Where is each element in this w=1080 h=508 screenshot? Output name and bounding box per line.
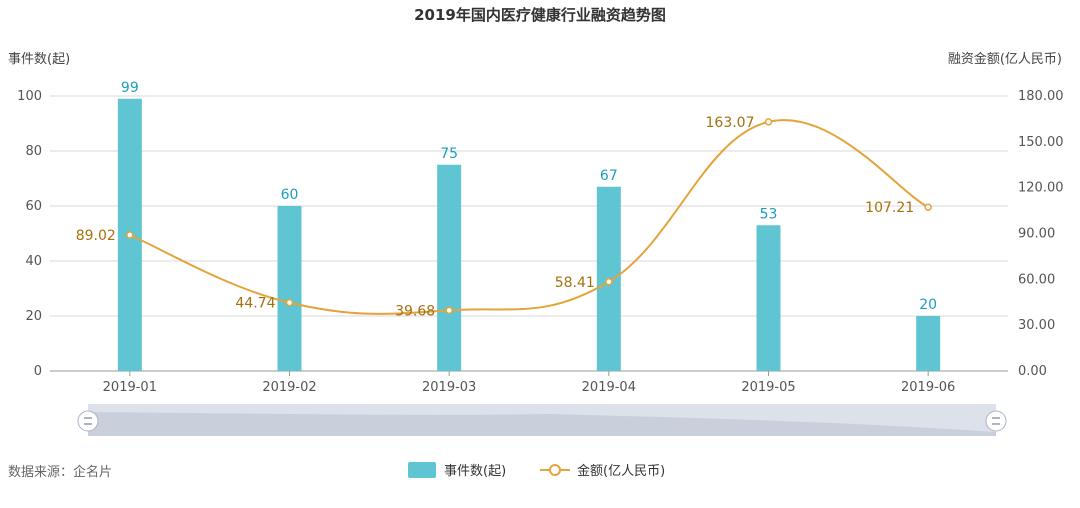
slider-handle-icon[interactable] xyxy=(985,410,1007,432)
zoom-end-handle[interactable] xyxy=(985,410,1007,432)
bar[interactable] xyxy=(277,206,302,371)
line-value-label: 39.68 xyxy=(395,303,435,319)
line-value-label: 89.02 xyxy=(76,228,116,244)
x-tick-label: 2019-04 xyxy=(582,380,636,395)
gridlines xyxy=(50,95,1008,372)
left-tick-label: 20 xyxy=(25,309,42,324)
bar-labels: 99 60 75 67 53 20 xyxy=(121,80,937,313)
line-labels: 89.02 44.74 39.68 58.41 163.07 107.21 xyxy=(76,115,914,320)
line-point[interactable] xyxy=(924,203,932,211)
right-tick-label: 30.00 xyxy=(1018,318,1055,333)
line-point[interactable] xyxy=(126,231,134,239)
line-point[interactable] xyxy=(605,278,613,286)
legend-item-line[interactable]: 金额(亿人民币) xyxy=(540,463,665,479)
right-tick-label: 180.00 xyxy=(1018,89,1064,104)
left-tick-label: 60 xyxy=(25,199,42,214)
slider-handle-icon[interactable] xyxy=(77,410,99,432)
legend-item-bars[interactable]: 事件数(起) xyxy=(408,462,506,479)
line-series xyxy=(126,118,932,315)
left-tick-label: 0 xyxy=(34,364,42,379)
amount-line xyxy=(129,119,929,315)
x-tick-label: 2019-01 xyxy=(103,380,157,395)
source-note: 数据来源：企名片 xyxy=(8,465,113,480)
right-tick-label: 150.00 xyxy=(1018,135,1064,150)
legend-line-marker-icon xyxy=(549,464,561,476)
x-tick-label: 2019-03 xyxy=(422,380,476,395)
bar-value-label: 99 xyxy=(121,80,139,96)
left-axis-ticks: 0 20 40 60 80 100 xyxy=(17,89,42,379)
bar-value-label: 67 xyxy=(600,168,618,184)
legend-line-label: 金额(亿人民币) xyxy=(577,463,665,479)
legend-bar-swatch xyxy=(408,462,436,478)
bar[interactable] xyxy=(756,225,781,371)
x-tick-label: 2019-02 xyxy=(262,380,316,395)
legend: 事件数(起) 金额(亿人民币) xyxy=(408,462,665,479)
left-axis-label: 事件数(起) xyxy=(8,52,70,67)
chart-title: 2019年国内医疗健康行业融资趋势图 xyxy=(414,6,666,24)
left-tick-label: 40 xyxy=(25,254,42,269)
line-point[interactable] xyxy=(285,298,294,307)
bar[interactable] xyxy=(916,316,941,371)
bar-series xyxy=(117,98,941,371)
bar[interactable] xyxy=(437,164,462,371)
right-tick-label: 60.00 xyxy=(1018,272,1055,287)
line-point[interactable] xyxy=(445,306,453,315)
right-axis-ticks: 0.00 30.00 60.00 90.00 120.00 150.00 180.00 xyxy=(1018,89,1064,379)
right-tick-label: 120.00 xyxy=(1018,181,1064,196)
line-value-label: 107.21 xyxy=(865,200,914,216)
bar-value-label: 20 xyxy=(919,297,937,313)
right-tick-label: 90.00 xyxy=(1018,227,1055,242)
right-axis-label: 融资金额(亿人民币) xyxy=(948,51,1062,67)
line-value-label: 163.07 xyxy=(706,115,755,131)
legend-bar-label: 事件数(起) xyxy=(444,464,506,479)
bar-value-label: 60 xyxy=(281,187,299,203)
zoom-start-handle[interactable] xyxy=(77,410,99,432)
x-axis: 2019-01 2019-02 2019-03 2019-04 2019-05 2019-… xyxy=(103,371,955,395)
zoom-slider-preview xyxy=(88,412,996,436)
line-point[interactable] xyxy=(764,118,773,126)
line-value-label: 44.74 xyxy=(235,296,275,312)
x-tick-label: 2019-06 xyxy=(901,380,955,395)
zoom-slider[interactable] xyxy=(77,404,1007,436)
x-tick-label: 2019-05 xyxy=(741,380,795,395)
bar-value-label: 53 xyxy=(760,206,778,222)
left-tick-label: 80 xyxy=(25,144,42,159)
line-value-label: 58.41 xyxy=(555,275,595,291)
bar-value-label: 75 xyxy=(440,146,458,162)
right-tick-label: 0.00 xyxy=(1018,364,1047,379)
left-tick-label: 100 xyxy=(17,89,42,104)
